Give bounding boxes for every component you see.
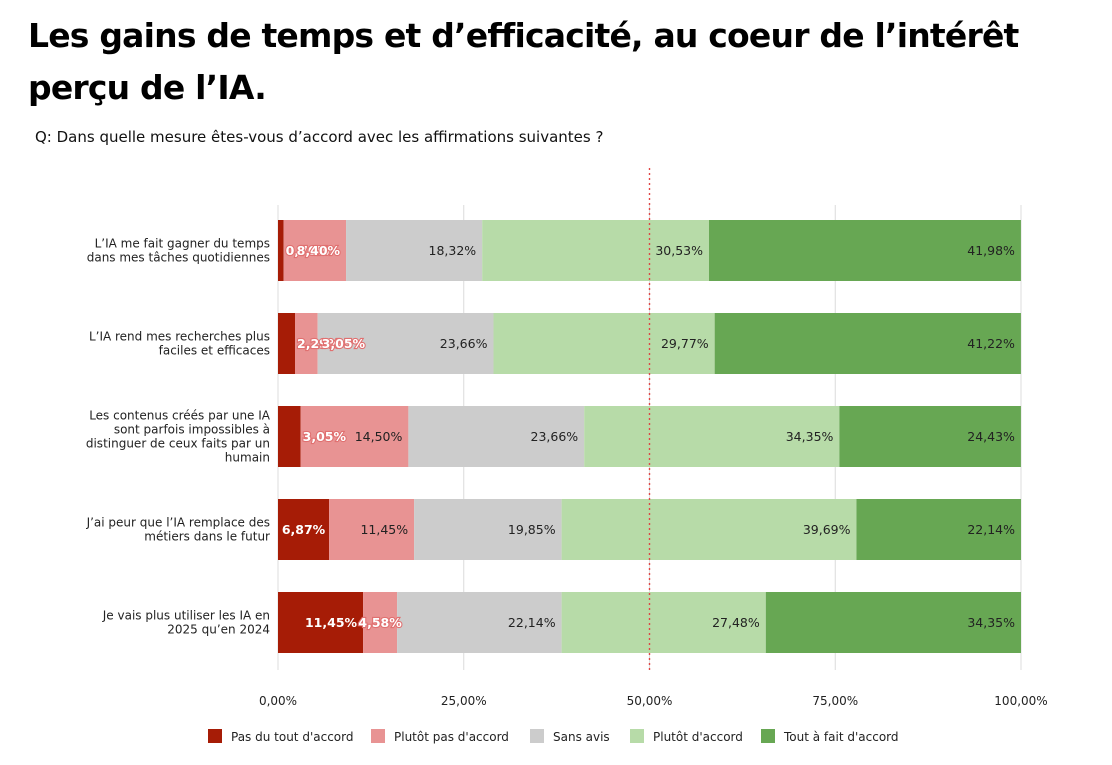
x-tick-label: 100,00% <box>994 694 1047 708</box>
bar-segment <box>482 220 710 281</box>
legend-label: Plutôt d'accord <box>653 730 743 744</box>
bar-segment <box>278 220 284 281</box>
bar-segment <box>493 313 715 374</box>
bar-segment <box>278 406 301 467</box>
data-label: 29,77% <box>661 336 709 351</box>
data-label: 11,45% <box>305 615 358 630</box>
bar-segment <box>278 592 364 653</box>
data-label: 3,05% <box>322 336 366 351</box>
bar-segment <box>317 313 494 374</box>
category-label-line: distinguer de ceux faits par un <box>86 437 270 451</box>
category-label-line: L’IA me fait gagner du temps <box>95 237 270 251</box>
category-label-line: métiers dans le futur <box>144 530 270 544</box>
category-label-line: L’IA rend mes recherches plus <box>89 330 270 344</box>
data-label: 8,40% <box>297 243 341 258</box>
data-label: 3,05% <box>303 429 347 444</box>
legend-swatch <box>371 729 385 743</box>
category-label-line: humain <box>225 451 270 465</box>
data-label: 30,53% <box>655 243 703 258</box>
x-tick-label: 50,00% <box>627 694 673 708</box>
survey-question: Q: Dans quelle mesure êtes-vous d’accord… <box>35 128 604 146</box>
category-label: L’IA rend mes recherches plus faciles et … <box>89 330 270 358</box>
category-label-line: dans mes tâches quotidiennes <box>87 251 270 265</box>
bar-segment <box>278 499 330 560</box>
category-label-line: J’ai peur que l’IA remplace des <box>86 516 270 530</box>
bar-segment <box>709 220 1021 281</box>
legend-label: Plutôt pas d'accord <box>394 730 509 744</box>
data-label: 27,48% <box>712 615 760 630</box>
data-label: 41,22% <box>967 336 1015 351</box>
category-label: L’IA me fait gagner du temps dans mes tâc… <box>87 237 270 265</box>
bar-segment <box>414 499 562 560</box>
bar-segment <box>397 592 562 653</box>
category-label-line: faciles et efficaces <box>159 344 270 358</box>
category-label: Les contenus créés par une IA sont parfoi… <box>86 409 271 465</box>
data-label: 14,50% <box>355 429 403 444</box>
chart-bars <box>278 220 1021 653</box>
chart-data-labels: 0,76%8,40% 18,32% 30,53% 41,98%2,29%3,05% 23… <box>282 242 1015 631</box>
legend-label: Tout à fait d'accord <box>783 730 899 744</box>
bar-segment <box>561 592 766 653</box>
bar-segment <box>346 220 483 281</box>
data-label: 4,58% <box>358 615 402 630</box>
bar-segment <box>714 313 1021 374</box>
data-label: 39,69% <box>803 522 851 537</box>
data-label: 34,35% <box>786 429 834 444</box>
category-label-line: 2025 qu’en 2024 <box>167 623 270 637</box>
category-label-line: Je vais plus utiliser les IA en <box>102 609 270 623</box>
x-tick-label: 0,00% <box>259 694 297 708</box>
data-label: 24,43% <box>967 429 1015 444</box>
legend-swatch <box>530 729 544 743</box>
bar-segment <box>765 592 1021 653</box>
data-label: 19,85% <box>508 522 556 537</box>
bar-segment <box>839 406 1021 467</box>
legend-swatch <box>630 729 644 743</box>
data-label: 22,14% <box>508 615 556 630</box>
bar-segment <box>278 313 296 374</box>
data-label: 2,29% <box>297 336 341 351</box>
data-label: 22,14% <box>967 522 1015 537</box>
legend-label: Sans avis <box>553 730 610 744</box>
bar-segment <box>300 406 409 467</box>
data-label: 23,66% <box>531 429 579 444</box>
x-tick-label: 25,00% <box>441 694 487 708</box>
data-label: 34,35% <box>967 615 1015 630</box>
data-label: 18,32% <box>429 243 477 258</box>
legend-swatch <box>761 729 775 743</box>
data-label: 23,66% <box>440 336 488 351</box>
page-title: Les gains de temps et d’efficacité, au c… <box>28 16 1019 107</box>
category-label: J’ai peur que l’IA remplace des métiers d… <box>86 516 270 544</box>
bar-segment <box>363 592 398 653</box>
bar-segment <box>856 499 1021 560</box>
bar-segment <box>329 499 415 560</box>
chart-category-labels: L’IA me fait gagner du temps dans mes tâc… <box>86 237 271 637</box>
chart-x-axis: 0,00% 25,00% 50,00% 75,00% 100,00% <box>259 694 1048 708</box>
legend-label: Pas du tout d'accord <box>231 730 353 744</box>
category-label-line: sont parfois impossibles à <box>114 423 270 437</box>
chart-legend: Pas du tout d'accord Plutôt pas d'accord S… <box>208 729 899 744</box>
bar-segment <box>408 406 585 467</box>
data-label: 6,87% <box>282 522 326 537</box>
data-label: 41,98% <box>967 243 1015 258</box>
bar-segment <box>295 313 318 374</box>
data-label: 11,45% <box>360 522 408 537</box>
data-label: 0,76% <box>286 243 330 258</box>
bar-segment <box>561 499 857 560</box>
bar-segment <box>283 220 347 281</box>
x-tick-label: 75,00% <box>812 694 858 708</box>
category-label: Je vais plus utiliser les IA en 2025 qu’e… <box>102 609 270 637</box>
category-label-line: Les contenus créés par une IA <box>89 409 271 423</box>
bar-segment <box>584 406 840 467</box>
legend-swatch <box>208 729 222 743</box>
